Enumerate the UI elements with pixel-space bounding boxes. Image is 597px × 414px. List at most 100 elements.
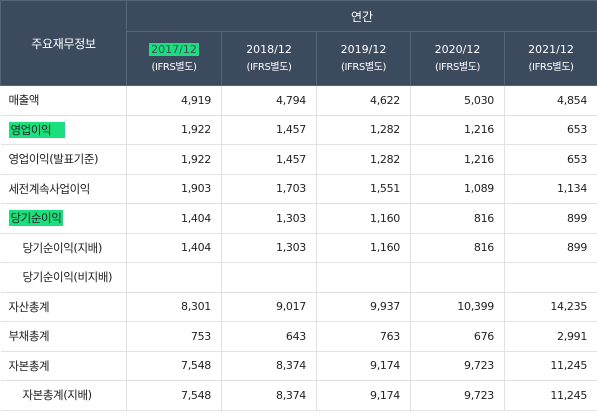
highlighted-label: 영업이익 — [8, 121, 66, 138]
table-cell: 11,245 — [504, 380, 597, 411]
table-row: 당기순이익 1,404 1,303 1,160 816 899 — [0, 203, 597, 234]
table-cell: 899 — [504, 203, 597, 234]
table-cell: 1,282 — [316, 115, 411, 145]
table-cell: 1,922 — [126, 144, 222, 175]
row-label-operating-income[interactable]: 영업이익 — [0, 115, 127, 145]
table-cell: 753 — [126, 321, 222, 352]
table-cell: 9,723 — [410, 351, 505, 381]
year-header-2021[interactable]: 2021/12 (IFRS별도) — [503, 31, 597, 86]
table-cell: 2,991 — [504, 321, 597, 352]
table-body: 매출액 4,919 4,794 4,622 5,030 4,854 영업이익 1… — [0, 85, 597, 411]
table-cell: 1,457 — [221, 144, 317, 175]
year-label: 2021/12 — [528, 42, 574, 56]
corner-label: 주요재무정보 — [0, 0, 127, 86]
table-cell: 8,374 — [221, 351, 317, 381]
table-cell: 10,399 — [410, 292, 505, 322]
period-label: 연간 — [125, 0, 597, 32]
accounting-label: (IFRS별도) — [341, 61, 386, 73]
table-cell: 1,089 — [410, 174, 505, 204]
row-label-revenue[interactable]: 매출액 — [0, 85, 127, 116]
year-header-2018[interactable]: 2018/12 (IFRS별도) — [221, 31, 317, 86]
table-row: 당기순이익(지배) 1,404 1,303 1,160 816 899 — [0, 233, 597, 263]
table-cell: 8,301 — [126, 292, 222, 322]
accounting-label: (IFRS별도) — [151, 61, 197, 73]
table-cell: 7,548 — [126, 380, 222, 411]
table-cell: 816 — [410, 233, 505, 263]
year-header-2019[interactable]: 2019/12 (IFRS별도) — [316, 31, 411, 86]
row-label-net-income-controlling[interactable]: 당기순이익(지배) — [0, 233, 127, 263]
table-cell: 4,622 — [316, 85, 411, 116]
table-row: 자산총계 8,301 9,017 9,937 10,399 14,235 — [0, 292, 597, 322]
table-cell: 1,922 — [126, 115, 222, 145]
table-cell: 763 — [316, 321, 411, 352]
row-label-total-equity-controlling[interactable]: 자본총계(지배) — [0, 380, 127, 411]
row-label-operating-income-reported[interactable]: 영업이익(발표기준) — [0, 144, 127, 175]
table-cell: 7,548 — [126, 351, 222, 381]
table-cell: 1,160 — [316, 233, 411, 263]
year-header-2017[interactable]: 2017/12 (IFRS별도) — [126, 31, 222, 86]
table-cell: 1,216 — [410, 144, 505, 175]
table-row: 영업이익(발표기준) 1,922 1,457 1,282 1,216 653 — [0, 144, 597, 175]
row-label-net-income[interactable]: 당기순이익 — [0, 203, 127, 234]
accounting-label: (IFRS별도) — [528, 61, 574, 73]
table-cell — [221, 262, 317, 293]
table-cell: 4,854 — [504, 85, 597, 116]
table-cell — [410, 262, 505, 293]
table-cell: 1,457 — [221, 115, 317, 145]
table-row: 부채총계 753 643 763 676 2,991 — [0, 321, 597, 352]
table-cell: 653 — [504, 115, 597, 145]
row-label-total-equity[interactable]: 자본총계 — [0, 351, 127, 381]
table-row: 자본총계 7,548 8,374 9,174 9,723 11,245 — [0, 351, 597, 381]
accounting-label: (IFRS별도) — [435, 61, 480, 73]
table-cell: 676 — [410, 321, 505, 352]
table-cell: 1,551 — [316, 174, 411, 204]
table-cell: 4,919 — [126, 85, 222, 116]
year-label: 2019/12 — [340, 42, 387, 56]
table-cell — [316, 262, 411, 293]
table-row: 매출액 4,919 4,794 4,622 5,030 4,854 — [0, 85, 597, 116]
year-label: 2018/12 — [246, 42, 292, 56]
table-cell — [126, 262, 222, 293]
table-cell: 1,404 — [126, 203, 222, 234]
table-cell: 1,903 — [126, 174, 222, 204]
table-cell: 653 — [504, 144, 597, 175]
row-label-total-assets[interactable]: 자산총계 — [0, 292, 127, 322]
table-cell: 1,404 — [126, 233, 222, 263]
row-label-total-liabilities[interactable]: 부채총계 — [0, 321, 127, 352]
table-cell: 816 — [410, 203, 505, 234]
table-cell: 9,937 — [316, 292, 411, 322]
table-cell: 11,245 — [504, 351, 597, 381]
table-cell: 1,216 — [410, 115, 505, 145]
row-label-pretax-income[interactable]: 세전계속사업이익 — [0, 174, 127, 204]
table-cell: 14,235 — [504, 292, 597, 322]
table-cell: 9,174 — [316, 380, 411, 411]
table-cell: 9,174 — [316, 351, 411, 381]
table-cell: 8,374 — [221, 380, 317, 411]
year-header-2020[interactable]: 2020/12 (IFRS별도) — [410, 31, 505, 86]
table-cell: 643 — [221, 321, 317, 352]
year-label: 2017/12 — [149, 42, 199, 56]
table-cell: 899 — [504, 233, 597, 263]
table-cell: 1,134 — [504, 174, 597, 204]
accounting-label: (IFRS별도) — [246, 61, 292, 73]
highlighted-label: 당기순이익 — [8, 210, 64, 227]
table-cell: 1,282 — [316, 144, 411, 175]
row-label-net-income-noncontrolling[interactable]: 당기순이익(비지배) — [0, 262, 127, 293]
table-cell: 4,794 — [221, 85, 317, 116]
table-row: 영업이익 1,922 1,457 1,282 1,216 653 — [0, 115, 597, 145]
table-row: 자본총계(지배) 7,548 8,374 9,174 9,723 11,245 — [0, 380, 597, 411]
table-row: 세전계속사업이익 1,903 1,703 1,551 1,089 1,134 — [0, 174, 597, 204]
table-cell: 1,303 — [221, 233, 317, 263]
table-header: 주요재무정보 연간 2017/12 (IFRS별도) 2018/12 (IFRS… — [0, 0, 597, 86]
year-label: 2020/12 — [434, 42, 481, 56]
table-row: 당기순이익(비지배) — [0, 262, 597, 293]
table-cell: 9,017 — [221, 292, 317, 322]
table-cell: 1,160 — [316, 203, 411, 234]
table-cell: 1,303 — [221, 203, 317, 234]
table-cell: 9,723 — [410, 380, 505, 411]
table-cell — [504, 262, 597, 293]
table-cell: 5,030 — [410, 85, 505, 116]
table-cell: 1,703 — [221, 174, 317, 204]
